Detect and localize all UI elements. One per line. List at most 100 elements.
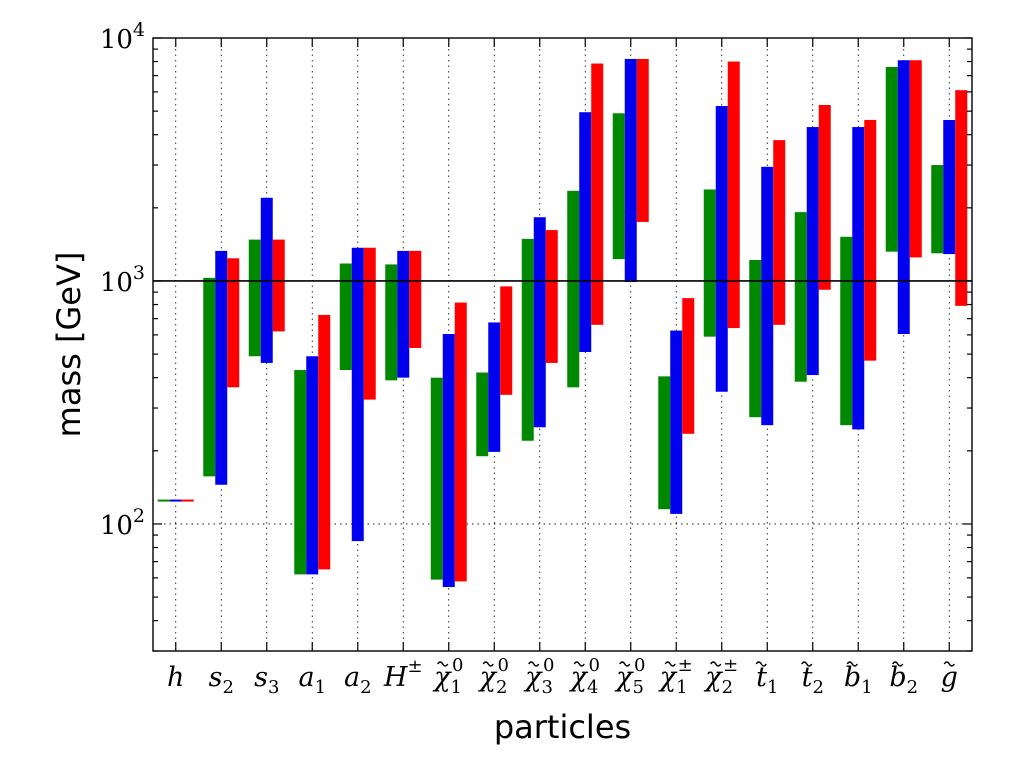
range-bar bbox=[818, 104, 831, 290]
range-bar bbox=[203, 277, 216, 477]
y-axis-label: mass [GeV] bbox=[50, 252, 88, 438]
range-bar bbox=[727, 61, 740, 329]
range-bar bbox=[806, 127, 819, 376]
plot-frame bbox=[152, 37, 973, 652]
x-tick-labels: h s2 s3 a1 a2 H± χ10 χ20 χ30 χ40 χ50 χ1± χ2± t1 t2 b1 b2… bbox=[167, 655, 958, 698]
svg-text:b2: b2 bbox=[889, 662, 918, 698]
range-bar bbox=[476, 372, 489, 457]
range-bar bbox=[339, 263, 352, 371]
range-bar bbox=[670, 330, 683, 514]
y-tick-label: 102 bbox=[100, 505, 145, 541]
svg-text:h: h bbox=[167, 662, 184, 693]
range-bar bbox=[248, 239, 261, 357]
x-tick-label: H± bbox=[383, 656, 423, 693]
range-bar bbox=[454, 302, 467, 582]
tilde-mark bbox=[482, 661, 494, 667]
range-bar bbox=[579, 112, 592, 353]
tilde-mark bbox=[846, 661, 858, 667]
x-tick-label: χ50 bbox=[614, 655, 645, 698]
svg-text:χ50: χ50 bbox=[614, 655, 645, 698]
y-tick-labels: 102 103 104 bbox=[100, 19, 145, 541]
range-bar bbox=[351, 247, 364, 542]
range-bar bbox=[761, 166, 774, 426]
range-bar bbox=[227, 258, 240, 388]
svg-text:t2: t2 bbox=[802, 662, 824, 698]
range-bar bbox=[591, 63, 604, 325]
svg-text:s2: s2 bbox=[209, 662, 234, 698]
range-bar bbox=[306, 356, 319, 575]
x-tick-label: t2 bbox=[801, 661, 824, 698]
range-bar bbox=[488, 322, 501, 452]
tilde-mark bbox=[755, 661, 767, 667]
y-tick-label: 104 bbox=[100, 19, 145, 55]
range-bar bbox=[409, 250, 422, 348]
range-bar bbox=[363, 247, 376, 400]
range-bar bbox=[430, 377, 443, 580]
x-tick-label: a1 bbox=[298, 662, 326, 698]
tilde-mark bbox=[664, 661, 676, 667]
x-tick-label: s2 bbox=[209, 662, 234, 698]
range-bar bbox=[703, 189, 716, 337]
tilde-mark bbox=[710, 661, 722, 667]
range-bar bbox=[318, 314, 331, 570]
tilde-mark bbox=[528, 661, 540, 667]
range-bar bbox=[636, 58, 649, 222]
range-bar bbox=[181, 499, 194, 502]
x-tick-label: χ1± bbox=[658, 655, 693, 698]
x-tick-label: χ40 bbox=[569, 655, 600, 698]
range-bar bbox=[612, 113, 625, 260]
range-bar bbox=[442, 334, 455, 588]
x-tick-label: χ2± bbox=[703, 655, 738, 698]
tilde-mark bbox=[801, 661, 813, 667]
svg-text:H±: H± bbox=[383, 656, 423, 693]
tilde-mark bbox=[619, 661, 631, 667]
x-tick-label: g bbox=[941, 661, 958, 693]
svg-text:s3: s3 bbox=[254, 662, 279, 698]
x-tick-label: χ20 bbox=[478, 655, 509, 698]
range-bar bbox=[897, 60, 910, 335]
range-bar bbox=[955, 90, 968, 306]
svg-text:b1: b1 bbox=[844, 662, 873, 698]
range-bar bbox=[567, 190, 580, 388]
x-axis-label: particles bbox=[494, 708, 631, 746]
range-bar bbox=[885, 66, 898, 252]
svg-text:χ20: χ20 bbox=[478, 655, 509, 698]
x-tick-label: h bbox=[167, 662, 184, 693]
tilde-mark bbox=[943, 661, 955, 667]
bars bbox=[157, 58, 968, 588]
x-tick-label: b1 bbox=[844, 661, 873, 698]
x-tick-label: χ30 bbox=[523, 655, 554, 698]
tilde-mark bbox=[437, 661, 449, 667]
range-bar bbox=[169, 499, 182, 502]
range-bar bbox=[840, 236, 853, 426]
range-bar bbox=[682, 298, 695, 434]
x-tick-label: b2 bbox=[889, 661, 918, 698]
range-bar bbox=[521, 238, 534, 441]
svg-text:χ40: χ40 bbox=[569, 655, 600, 698]
svg-text:χ2±: χ2± bbox=[703, 655, 738, 698]
range-bar bbox=[864, 119, 877, 361]
svg-text:χ30: χ30 bbox=[523, 655, 554, 698]
range-bar bbox=[545, 230, 558, 363]
range-bar bbox=[773, 140, 786, 325]
x-tick-label: s3 bbox=[254, 662, 279, 698]
range-bar bbox=[215, 250, 228, 485]
range-bar bbox=[749, 259, 762, 418]
range-bar bbox=[385, 264, 398, 381]
range-bar bbox=[931, 165, 944, 254]
range-bar bbox=[909, 60, 922, 258]
range-bar bbox=[294, 370, 307, 575]
range-bar bbox=[272, 239, 285, 332]
tilde-mark bbox=[892, 661, 904, 667]
y-tick-label: 103 bbox=[100, 262, 145, 298]
x-tick-label: t1 bbox=[755, 661, 778, 698]
svg-text:χ1±: χ1± bbox=[658, 655, 693, 698]
svg-text:a2: a2 bbox=[344, 662, 372, 698]
range-bar bbox=[852, 127, 865, 430]
range-bar bbox=[533, 217, 546, 428]
x-tick-label: a2 bbox=[344, 662, 372, 698]
range-bar bbox=[794, 212, 807, 382]
range-bar bbox=[624, 58, 637, 283]
range-bar bbox=[658, 376, 671, 510]
